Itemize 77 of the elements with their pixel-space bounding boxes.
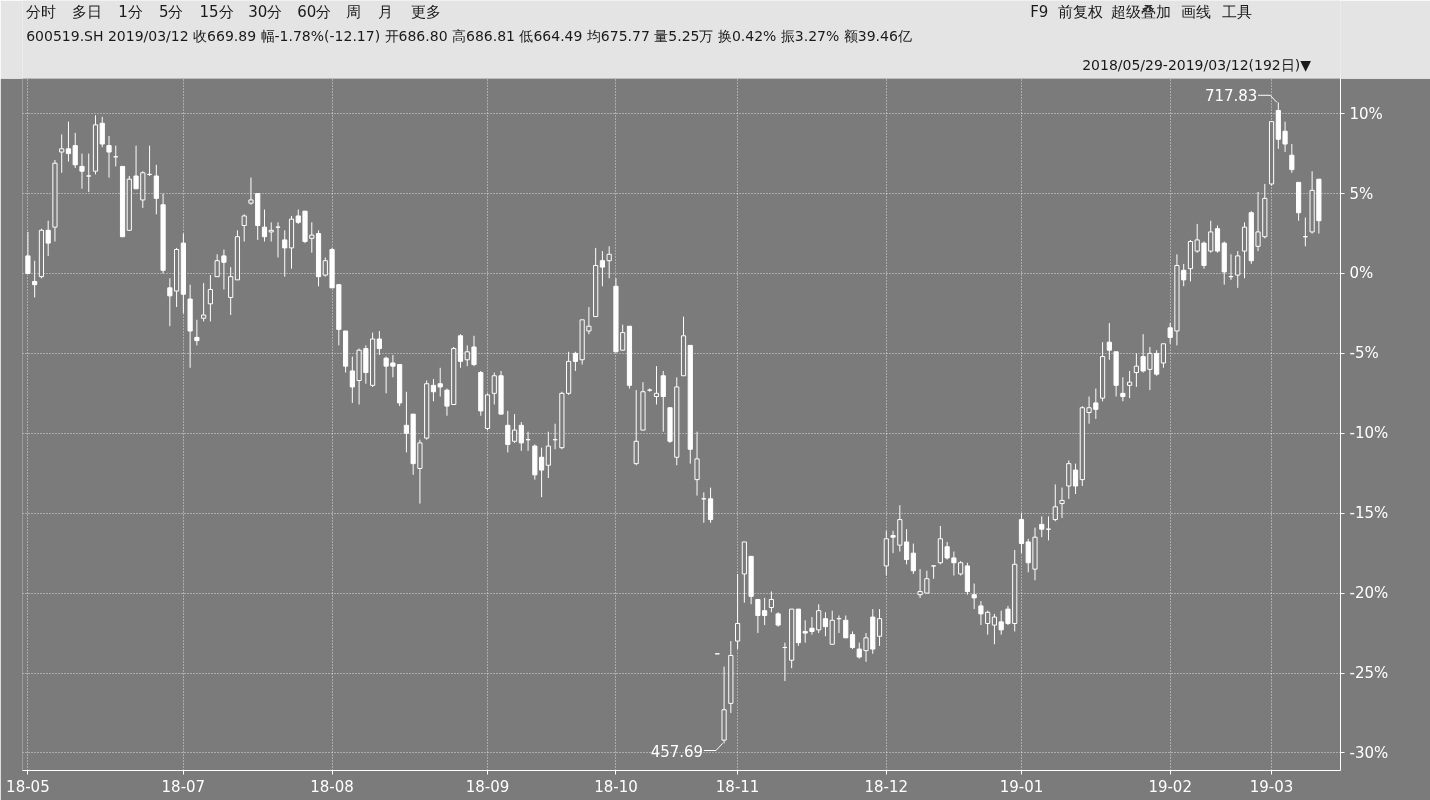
y-tick-label: -5% xyxy=(1349,344,1379,363)
candlestick xyxy=(518,421,524,452)
candlestick xyxy=(653,365,660,406)
candlestick xyxy=(707,487,714,524)
x-tick-label: 18-09 xyxy=(465,777,510,796)
candlestick xyxy=(201,282,207,322)
x-tick-label: 18-10 xyxy=(594,777,638,796)
candlestick xyxy=(86,153,92,193)
chart-title: 600519.SH 2019/03/12 收669.89 幅-1.78%(-12.17) 开686.80 高686.81 低664.49 均675.77 量5.25万 换0.42% 振3.27% 额39.46亿 xyxy=(26,27,912,44)
candlestick xyxy=(1106,322,1112,361)
candlestick xyxy=(1059,487,1065,519)
x-tick-label: 18-05 xyxy=(6,777,50,796)
x-tick-label: 18-11 xyxy=(715,777,760,796)
x-tick-label: 19-03 xyxy=(1249,777,1294,796)
candlestick xyxy=(660,370,666,433)
candlestick xyxy=(228,266,234,316)
y-tick-label: -15% xyxy=(1349,504,1389,523)
x-tick-label: 18-08 xyxy=(310,777,354,796)
y-tick-label: 10% xyxy=(1349,104,1383,123)
y-tick-label: 5% xyxy=(1349,184,1374,203)
candlestick xyxy=(1120,376,1126,402)
text: 5分 xyxy=(158,2,184,21)
y-tick-label: -10% xyxy=(1349,424,1389,443)
text: 工具 xyxy=(1222,2,1253,21)
candlestick xyxy=(1235,250,1241,289)
candlestick xyxy=(194,319,200,346)
x-tick-label: 19-02 xyxy=(1148,777,1192,796)
candlestick xyxy=(1214,225,1221,254)
candlestick xyxy=(59,133,65,174)
annotation: 717.83 xyxy=(1204,87,1258,106)
text: 月 xyxy=(378,2,394,21)
text: 更多 xyxy=(410,2,441,21)
candlestick xyxy=(1241,221,1248,279)
candlestick xyxy=(79,153,85,190)
text: 60分 xyxy=(297,2,332,21)
text: 分时 xyxy=(26,2,57,21)
candlestick xyxy=(282,229,288,278)
candlestick xyxy=(241,213,247,243)
y-tick-label: -25% xyxy=(1349,664,1389,683)
candlestick xyxy=(99,116,105,148)
x-tick-label: 19-01 xyxy=(999,777,1044,796)
candlestick xyxy=(1039,515,1045,538)
candlestick xyxy=(843,614,849,639)
candlestick xyxy=(32,260,38,298)
candlestick xyxy=(1289,143,1295,174)
candlestick xyxy=(633,389,639,466)
y-tick-label: -30% xyxy=(1349,743,1389,762)
text: 画线 xyxy=(1181,2,1212,21)
candlestick xyxy=(207,274,213,322)
candlestick xyxy=(153,164,159,215)
candlestick xyxy=(735,573,741,650)
candlestick xyxy=(910,543,916,575)
text: 1分 xyxy=(118,2,143,21)
text: 多日 xyxy=(72,2,103,21)
text: 30分 xyxy=(248,2,283,21)
candlestick xyxy=(1052,483,1058,522)
text: 周 xyxy=(346,2,362,21)
candlestick xyxy=(1160,343,1167,369)
candlestick xyxy=(971,583,977,610)
candlestick xyxy=(694,431,700,497)
text: 超级叠加 xyxy=(1110,2,1171,21)
y-tick-label: -20% xyxy=(1349,584,1389,603)
x-tick-label: 18-07 xyxy=(161,777,206,796)
text: F9 xyxy=(1030,2,1049,21)
candlestick xyxy=(275,221,281,258)
candlestick xyxy=(545,431,551,479)
candlestick xyxy=(931,565,937,580)
candlestick xyxy=(768,591,774,613)
candlestick xyxy=(1127,370,1133,399)
candlestick xyxy=(106,135,112,179)
candlestick xyxy=(376,330,382,356)
text: 15分 xyxy=(199,2,234,21)
y-tick-label: 0% xyxy=(1349,264,1374,283)
annotation: 457.69 xyxy=(650,742,704,761)
chart-subtitle: 2018/05/29-2019/03/12(192日)▼ xyxy=(1082,56,1312,73)
x-tick-label: 18-12 xyxy=(864,777,909,796)
text: 前复权 xyxy=(1057,2,1103,21)
